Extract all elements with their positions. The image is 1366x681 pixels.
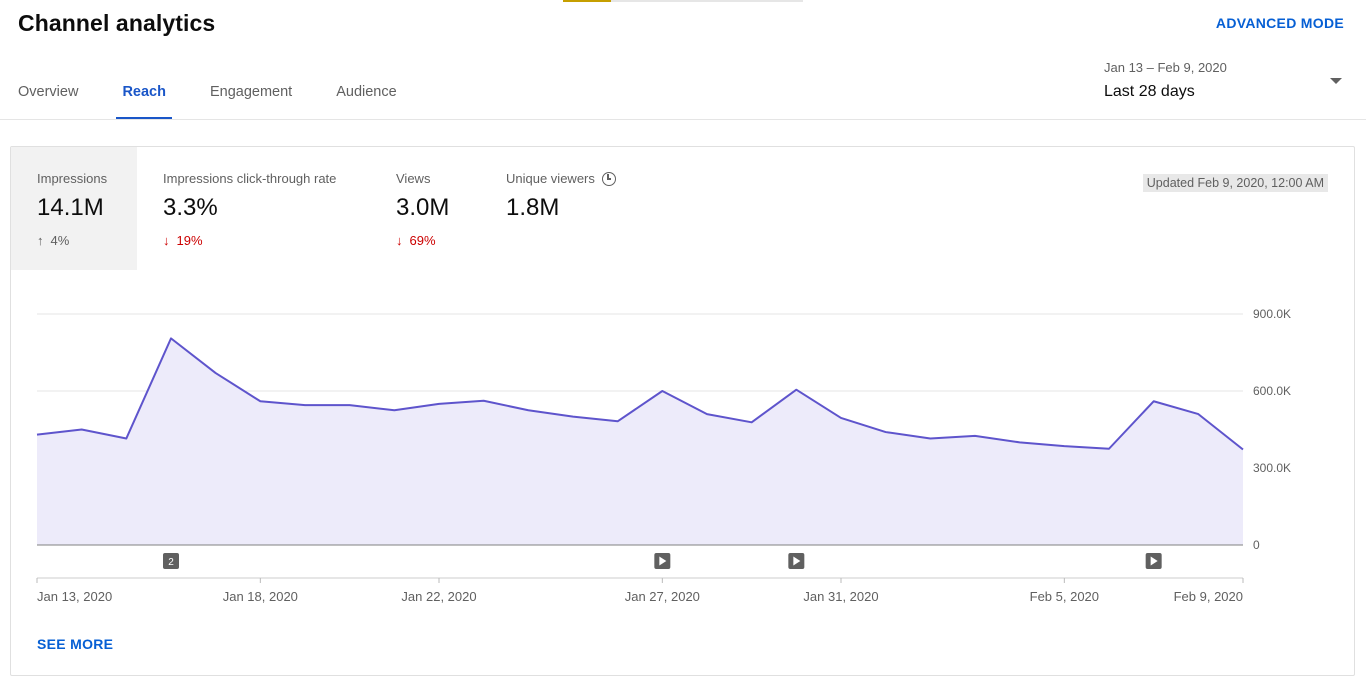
impressions-line-chart[interactable]: 900.0K 600.0K 300.0K 0 2 Jan 13, 2020 Jan 18, … [11,147,1354,675]
metric-label: Unique viewers [506,171,595,186]
metric-value: 3.0M [396,194,450,221]
series-area [37,338,1243,545]
tab-label: Reach [122,84,166,100]
x-tick-label: Jan 13, 2020 [37,589,112,604]
y-tick-label: 900.0K [1253,307,1291,321]
metric-value: 1.8M [506,194,560,221]
x-tick-label: Feb 9, 2020 [1174,589,1243,604]
x-tick-label: Jan 31, 2020 [803,589,878,604]
play-icon [1150,556,1158,566]
metric-delta-value: 19% [176,233,203,248]
tab-audience[interactable]: Audience [336,70,396,120]
x-tick-label: Jan 18, 2020 [223,589,298,604]
metric-value: 14.1M [37,194,104,221]
metric-label: Views [396,171,431,186]
metric-delta: ↑ 4% [37,233,137,248]
play-icon [793,556,801,566]
metric-value: 3.3% [163,194,218,221]
tab-engagement[interactable]: Engagement [210,70,292,120]
metric-delta-value: 4% [50,233,70,248]
arrow-down-icon: ↓ [163,233,170,248]
tab-overview[interactable]: Overview [18,70,78,120]
tab-bar: Overview Reach Engagement Audience [18,70,441,120]
metric-unique-viewers[interactable]: Unique viewers 1.8M [480,147,640,270]
metric-label-row: Unique viewers [506,171,640,186]
x-tick-label: Jan 27, 2020 [625,589,700,604]
metric-delta: ↓ 69% [396,233,480,248]
tab-label: Overview [18,84,79,100]
chevron-down-icon [1330,78,1342,84]
x-tick-label: Jan 22, 2020 [401,589,476,604]
marker-count: 2 [168,557,174,568]
y-tick-label: 0 [1253,538,1260,552]
arrow-up-icon: ↑ [37,233,44,248]
reach-chart-card: Impressions 14.1M ↑ 4% Impressions click… [10,146,1355,676]
header-divider [0,119,1366,120]
x-tick-label: Feb 5, 2020 [1030,589,1099,604]
see-more-link[interactable]: SEE MORE [37,636,114,652]
metric-impressions[interactable]: Impressions 14.1M ↑ 4% [11,147,137,270]
metric-delta-value: 69% [409,233,436,248]
tab-reach[interactable]: Reach [116,70,172,120]
arrow-down-icon: ↓ [396,233,403,248]
count-marker [163,553,179,569]
date-preset-text: Last 28 days [1104,83,1195,100]
metric-views[interactable]: Views 3.0M ↓ 69% [370,147,480,270]
series-line [36,337,1244,451]
loading-bar [563,0,803,2]
date-range-text: Jan 13 – Feb 9, 2020 [1104,60,1227,75]
y-tick-label: 600.0K [1253,384,1291,398]
metric-label: Impressions [37,171,108,186]
tab-label: Audience [336,84,397,100]
page-title: Channel analytics [18,10,216,36]
metric-label: Impressions click-through rate [163,171,337,186]
date-range-dropdown[interactable]: Jan 13 – Feb 9, 2020 Last 28 days [1104,58,1354,110]
y-tick-label: 300.0K [1253,461,1291,475]
tab-label: Engagement [209,84,293,100]
updated-timestamp-badge: Updated Feb 9, 2020, 12:00 AM [1142,174,1328,192]
advanced-mode-link[interactable]: ADVANCED MODE [1215,15,1344,31]
metric-delta: ↓ 19% [163,233,367,248]
clock-icon[interactable] [601,171,616,186]
metric-ctr[interactable]: Impressions click-through rate 3.3% ↓ 19… [137,147,367,270]
play-icon [659,556,667,566]
